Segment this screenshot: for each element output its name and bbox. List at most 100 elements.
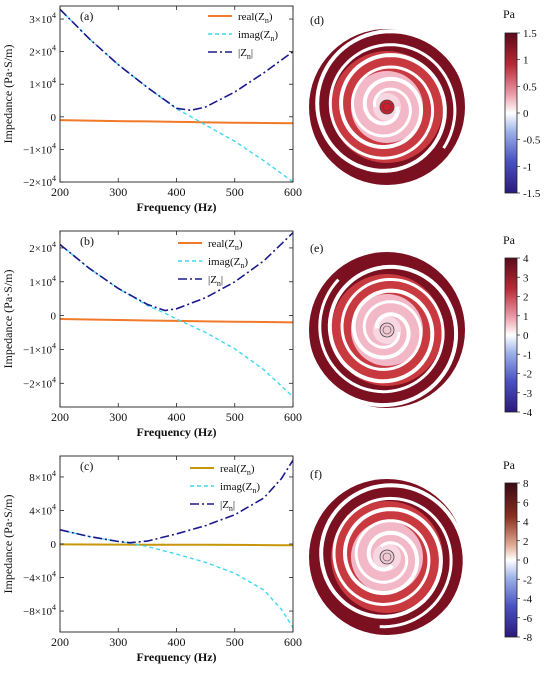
spiral-gap [328, 43, 457, 160]
colorbar [504, 32, 518, 194]
y-axis-label: Impedance (Pa·S/m) [1, 45, 15, 144]
colorbar-tick-label: -6 [523, 613, 533, 625]
colorbar-tick-label: -4 [523, 407, 533, 419]
spiral-gap [319, 483, 467, 643]
x-tick-label: 200 [51, 185, 69, 199]
colorbar-tick-label: -1 [523, 161, 532, 173]
x-tick-label: 400 [168, 635, 186, 649]
legend-entry-imag: imag(Zn) [220, 481, 260, 495]
y-tick-label: 2×104 [29, 240, 56, 255]
panel-label: (e) [310, 241, 323, 255]
center-ring [379, 549, 395, 565]
x-tick-label: 200 [51, 410, 69, 424]
chart-a: 200 300 400 500 600 3×104 2×104 1×104 0 −1×104 −2×… [1, 5, 302, 214]
x-tick-label: 500 [226, 635, 244, 649]
legend-entry-abs: |Zn| [220, 499, 235, 513]
x-tick-label: 500 [226, 185, 244, 199]
series-imag [59, 529, 294, 629]
colorbar-tick-label: 4 [523, 517, 529, 529]
colorbar-tick-label: 0.5 [523, 81, 537, 93]
series-real [59, 543, 294, 547]
center-ring-inner [382, 325, 392, 335]
legend-entry-imag: imag(Zn) [208, 256, 248, 270]
x-tick-label: 200 [51, 635, 69, 649]
colorbar-tick-label: 2 [523, 292, 529, 304]
colorbar [504, 482, 518, 638]
field-f: (f) Pa 8 6 4 2 0 -2 -4 -6 -8 [309, 458, 533, 644]
chart-b: 200 300 400 500 600 2×104 1×104 0 −1×104 −2×104 (b… [1, 230, 302, 439]
panel-label: (b) [80, 234, 94, 248]
colorbar-tick-label: -8 [523, 632, 533, 644]
x-tick-label: 300 [109, 410, 127, 424]
colorbar-unit: Pa [503, 7, 516, 21]
panel-label: (f) [310, 467, 322, 481]
y-tick-label: 0 [51, 311, 57, 323]
colorbar-tick-label: 8 [523, 478, 529, 490]
series-imag [59, 8, 294, 183]
legend-entry-abs: |Zn| [208, 274, 223, 288]
legend-entry-abs: |Zn| [238, 47, 253, 61]
center-ring [379, 322, 395, 338]
series-real [59, 318, 294, 324]
x-tick-label: 300 [109, 185, 127, 199]
x-axis-label: Frequency (Hz) [136, 425, 216, 439]
y-tick-label: 0 [51, 539, 57, 551]
y-tick-label: 4×104 [29, 502, 56, 517]
colorbar [504, 257, 518, 413]
colorbar-tick-label: 4 [523, 253, 529, 265]
center-ring [379, 99, 395, 115]
series-abs [59, 232, 294, 312]
series-abs [59, 8, 294, 112]
colorbar-tick-label: 0 [523, 555, 529, 567]
y-tick-label: 2×104 [29, 44, 56, 59]
y-tick-label: −8×104 [23, 603, 56, 618]
colorbar-tick-label: -2 [523, 369, 532, 381]
y-tick-label: −2×104 [23, 174, 56, 189]
colorbar-tick-label: 1.5 [523, 28, 537, 40]
legend-entry-real: real(Zn) [220, 463, 255, 477]
x-axis-label: Frequency (Hz) [136, 650, 216, 664]
y-axis-label: Impedance (Pa·S/m) [1, 270, 15, 369]
center-ring-inner [382, 102, 392, 112]
colorbar-unit: Pa [503, 233, 516, 247]
chart-c: 200 300 400 500 600 8×104 4×104 0 −4×104 −8×104 (c… [1, 455, 302, 664]
y-tick-label: 1×104 [29, 274, 56, 289]
y-tick-label: −2×104 [23, 375, 56, 390]
y-tick-label: −4×104 [23, 570, 56, 585]
field-e: (e) Pa 4 3 2 1 0 -1 -2 -3 -4 [303, 233, 533, 419]
spiral-gap [318, 278, 445, 394]
legend-entry-real: real(Zn) [238, 11, 273, 25]
spiral-gap [332, 496, 453, 629]
y-tick-label: 1×104 [29, 76, 56, 91]
legend-entry-imag: imag(Zn) [238, 29, 278, 43]
colorbar-tick-label: 0 [523, 330, 529, 342]
legend-entry-real: real(Zn) [208, 238, 243, 252]
series-real [59, 119, 294, 125]
x-tick-label: 300 [109, 635, 127, 649]
panel-label: (d) [310, 13, 324, 27]
colorbar-tick-label: -3 [523, 388, 533, 400]
colorbar-unit: Pa [503, 458, 516, 472]
colorbar-tick-label: 3 [523, 272, 529, 284]
spiral-gap [303, 264, 459, 408]
y-tick-label: −1×104 [23, 141, 56, 156]
colorbar-tick-label: 6 [523, 497, 529, 509]
spiral-gap [315, 29, 471, 173]
y-tick-label: 3×104 [29, 11, 56, 26]
x-tick-label: 600 [284, 185, 302, 199]
panel-label: (a) [80, 9, 93, 23]
series-abs [59, 459, 294, 544]
colorbar-tick-label: -1.5 [523, 188, 541, 200]
panel-label: (c) [80, 459, 93, 473]
x-tick-label: 600 [284, 635, 302, 649]
colorbar-tick-label: -0.5 [523, 135, 541, 147]
x-tick-label: 600 [284, 410, 302, 424]
colorbar-tick-label: 0 [523, 108, 529, 120]
x-tick-label: 400 [168, 410, 186, 424]
y-tick-label: 0 [51, 112, 57, 124]
colorbar-tick-label: 1 [523, 311, 529, 323]
x-tick-label: 500 [226, 410, 244, 424]
center-ring-inner [382, 552, 392, 562]
colorbar-tick-label: 2 [523, 536, 529, 548]
y-tick-label: −1×104 [23, 341, 56, 356]
